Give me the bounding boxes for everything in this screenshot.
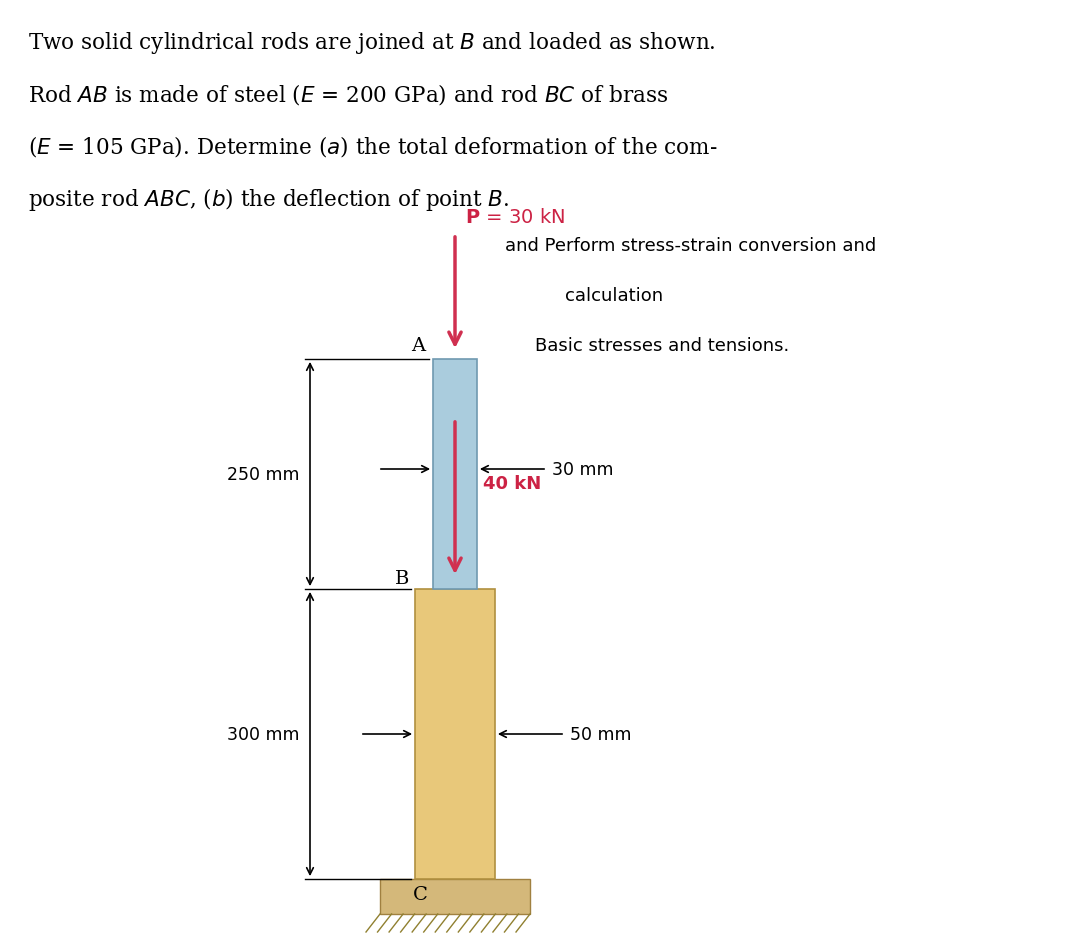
Text: Two solid cylindrical rods are joined at $B$ and loaded as shown.: Two solid cylindrical rods are joined at… (28, 30, 716, 56)
Text: 250 mm: 250 mm (228, 465, 300, 483)
Bar (415, 589, 495, 879)
Text: 50 mm: 50 mm (570, 725, 632, 743)
Text: A: A (410, 337, 426, 355)
Text: 40 kN: 40 kN (483, 475, 541, 493)
Text: B: B (394, 569, 409, 587)
Bar (380, 879, 530, 914)
Text: Rod $AB$ is made of steel ($E$ = 200 GPa) and rod $BC$ of brass: Rod $AB$ is made of steel ($E$ = 200 GPa… (28, 82, 669, 107)
Text: calculation: calculation (565, 287, 663, 305)
Text: and Perform stress-strain conversion and: and Perform stress-strain conversion and (505, 237, 876, 255)
Text: 30 mm: 30 mm (552, 461, 613, 479)
Text: 300 mm: 300 mm (228, 725, 300, 743)
Text: posite rod $ABC$, ($b$) the deflection of point $B$.: posite rod $ABC$, ($b$) the deflection o… (28, 186, 510, 212)
Text: Basic stresses and tensions.: Basic stresses and tensions. (535, 337, 789, 355)
Text: C: C (413, 885, 428, 903)
Text: $\mathbf{P}$ = 30 kN: $\mathbf{P}$ = 30 kN (465, 208, 565, 227)
Bar (433, 360, 477, 589)
Text: ($E$ = 105 GPa). Determine ($a$) the total deformation of the com-: ($E$ = 105 GPa). Determine ($a$) the tot… (28, 134, 717, 159)
